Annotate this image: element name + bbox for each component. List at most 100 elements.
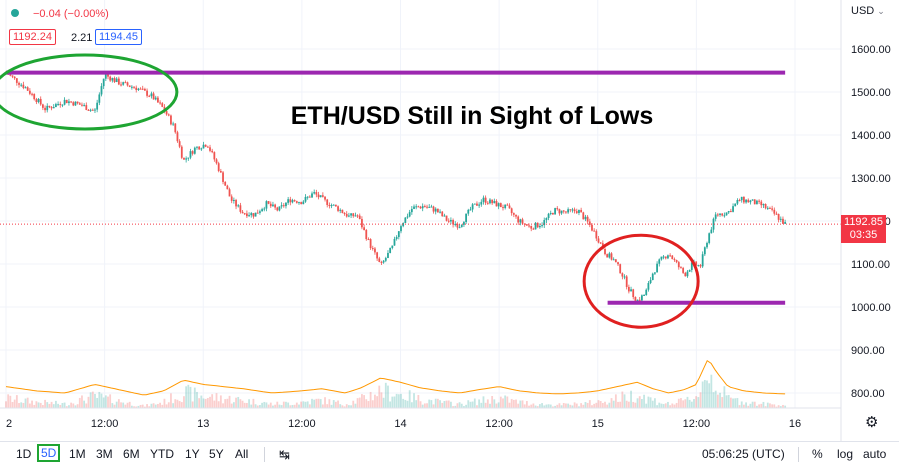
volume-bar — [428, 399, 431, 408]
volume-bar — [723, 386, 726, 408]
compare-icon[interactable]: ↹ — [279, 447, 290, 462]
candle — [246, 213, 248, 217]
candle — [295, 201, 298, 203]
range-5y[interactable]: 5Y — [209, 447, 224, 461]
candle — [256, 212, 259, 214]
candle — [289, 199, 292, 203]
candle — [130, 86, 133, 88]
volume-bar — [729, 397, 732, 408]
volume-bar — [172, 403, 175, 408]
candles — [5, 70, 787, 304]
range-1y[interactable]: 1Y — [185, 447, 200, 461]
candle — [341, 209, 344, 213]
volume-bar — [76, 404, 79, 408]
candle — [298, 202, 300, 204]
volume-bar — [324, 397, 326, 408]
volume-bar — [18, 403, 20, 408]
auto-toggle[interactable]: auto — [863, 447, 887, 461]
candle — [395, 237, 398, 239]
volume-bar — [756, 405, 758, 408]
ask-price[interactable]: 1194.45 — [95, 29, 142, 45]
candle — [219, 171, 222, 173]
range-1m[interactable]: 1M — [69, 447, 86, 461]
candle — [671, 255, 674, 260]
volume-bar — [436, 398, 439, 408]
candle — [180, 146, 183, 158]
volume-bar — [104, 395, 107, 408]
candle — [578, 209, 580, 213]
volume-bar — [96, 397, 99, 408]
candle — [528, 225, 530, 227]
candle — [721, 213, 724, 216]
volume-bar — [239, 399, 242, 408]
candle — [630, 289, 632, 292]
volume-bar — [235, 397, 237, 408]
chevron-down-icon: ⌄ — [877, 6, 885, 16]
bid-price[interactable]: 1192.24 — [9, 29, 56, 45]
log-toggle[interactable]: log — [837, 447, 854, 461]
candle — [688, 269, 691, 272]
red-highlight-ellipse[interactable] — [582, 233, 700, 329]
price-chart[interactable]: 1600.001500.001400.001300.001200.001100.… — [0, 0, 899, 441]
green-highlight-ellipse[interactable] — [0, 53, 179, 131]
candle — [311, 193, 313, 198]
candle — [599, 242, 602, 244]
volume-bar — [337, 400, 339, 408]
volume-bar — [684, 399, 687, 408]
candle — [102, 78, 105, 87]
volume-bar — [523, 404, 526, 408]
candle — [70, 101, 73, 103]
candle — [157, 97, 159, 103]
range-all[interactable]: All — [235, 447, 249, 461]
candle — [571, 209, 574, 211]
currency-selector[interactable]: USD ⌄ — [851, 5, 885, 17]
volume-bar — [565, 403, 567, 408]
volume-bar — [263, 401, 266, 408]
range-ytd[interactable]: YTD — [150, 447, 174, 461]
volume-bar — [643, 394, 645, 408]
volume-bar — [541, 403, 543, 408]
percent-toggle[interactable]: % — [812, 447, 823, 461]
currency-label: USD — [851, 5, 875, 17]
volume-bar — [152, 403, 155, 408]
candle — [209, 147, 211, 151]
volume-bar — [213, 400, 216, 408]
candle — [536, 222, 539, 228]
candle — [61, 104, 64, 106]
candle — [751, 199, 754, 201]
candle — [493, 201, 496, 204]
candle — [690, 262, 693, 270]
volume-bar — [306, 401, 309, 408]
candle — [13, 76, 16, 79]
volume-bar — [595, 402, 598, 408]
candle — [667, 255, 669, 259]
candle — [382, 260, 385, 263]
volume-ma-path — [5, 359, 786, 396]
candle — [111, 78, 114, 81]
volume-bar — [113, 404, 116, 408]
candle — [538, 225, 541, 228]
volume-bar — [298, 404, 300, 408]
clock-time[interactable]: 05:06:25 (UTC) — [702, 447, 785, 461]
volume-bar — [473, 398, 476, 408]
volume-bar — [682, 400, 685, 408]
volume-bar — [65, 406, 68, 408]
volume-bar — [78, 397, 81, 408]
volume-bar — [222, 403, 224, 408]
candle — [606, 254, 609, 258]
candle — [285, 202, 287, 207]
range-5d[interactable]: 5D — [37, 444, 61, 462]
gear-icon[interactable]: ⚙ — [865, 414, 879, 431]
volume-bar — [200, 395, 203, 408]
candle — [560, 210, 563, 214]
candle — [758, 200, 760, 202]
range-3m[interactable]: 3M — [96, 447, 113, 461]
candle — [376, 252, 379, 259]
range-1d[interactable]: 1D — [16, 447, 32, 461]
range-6m[interactable]: 6M — [123, 447, 140, 461]
candle — [638, 299, 641, 301]
candle — [365, 230, 368, 240]
candle — [217, 163, 220, 172]
candle — [350, 213, 352, 216]
